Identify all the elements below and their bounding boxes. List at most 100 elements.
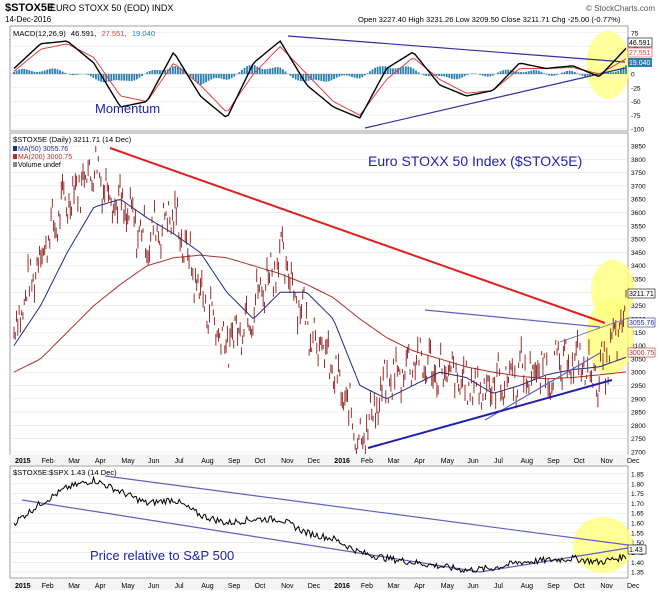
macd-line [13,40,627,119]
macd-hist-bar [105,74,108,83]
macd-hist-bar [118,74,120,81]
macd-hist-bar [555,74,558,76]
macd-hist-bar [141,74,143,76]
macd-hist-bar [571,70,574,74]
macd-hist-bar [210,74,213,80]
macd-hist-bar [517,71,520,74]
price-tag-ma200-box [627,347,656,358]
x-tick-label: Dec [308,583,321,590]
macd-hist-bar [302,74,305,82]
macd-hist-bar [59,70,61,74]
macd-hist-bar [553,74,556,76]
price-bars [13,146,627,459]
chart-symbol-name: EURO STOXX 50 (EOD) INDX [50,3,173,13]
macd-hist-bar [392,68,394,74]
macd-hist-bar [95,74,97,80]
macd-hist-bar [13,71,15,74]
x-tick-label: Mar [68,583,81,590]
x-tick-label: Oct [574,583,585,590]
macd-tick-label: 75 [631,30,639,37]
price-tag-ma50-box [627,317,656,328]
macd-hist-bar [38,71,41,74]
legend-swatch-ma50 [13,146,17,151]
price-tick-label: 2850 [631,410,646,417]
macd-hist-bar [61,71,64,74]
momentum-annotation: Momentum [95,101,160,116]
macd-hist-bar [312,74,315,80]
x-tick-label: May [441,458,455,465]
price-tag-close-box [627,288,656,299]
macd-hist-bar [438,74,440,77]
macd-hist-bar [15,70,18,74]
macd-hist-bar [271,67,274,74]
price-tick-label: 2700 [631,450,646,457]
x-tick-label: 2015 [15,583,31,590]
macd-hist-bar [264,69,266,74]
macd-hist-bar [31,71,33,74]
macd-hist-bar [504,69,507,74]
macd-hist-bar [586,74,589,77]
macd-hist-bar [69,74,72,75]
macd-hist-bar [497,72,499,74]
macd-hist-bar [607,72,609,74]
macd-hist-bar [333,74,335,80]
macd-hist-bar [251,64,254,74]
price-tick-label: 3050 [631,356,646,363]
macd-hist-bar [525,71,528,74]
macd-hist-bar [176,66,179,74]
macd-hist-bar [240,69,243,74]
ratio-tag-value: 1.43 [629,547,643,554]
legend-swatch-ma200 [13,154,17,159]
macd-hist-bar [269,68,271,74]
x-tick-label: Jul [494,458,503,465]
macd-hist-bar [399,67,402,74]
macd-hist-bar [612,72,615,74]
price-tick-label: 3400 [631,263,646,270]
macd-hist-bar [330,74,333,81]
macd-hist-bar [351,74,353,77]
macd-hist-bar [550,74,553,76]
macd-hist-bar [87,74,90,75]
macd-hist-bar [223,74,225,80]
macd-hist-bar [92,74,95,78]
macd-hist-bar [589,74,592,77]
ratio-tick-label: 1.55 [631,530,644,537]
macd-hist-bar [561,72,563,74]
x-tick-label: Oct [254,583,265,590]
macd-hist-bar [427,74,430,77]
x-tick-label: Mar [388,583,401,590]
x-tick-label: Feb [361,583,373,590]
macd-hist-bar [356,74,359,79]
macd-hist-bar [514,71,517,74]
price-tick-label: 2950 [631,383,646,390]
macd-tag-hist-box [628,58,652,67]
macd-hist-bar [363,74,366,76]
macd-hist-bar [153,69,156,74]
price-tick-label: 3850 [631,144,646,151]
macd-hist-bar [174,66,177,74]
macd-hist-bar [461,74,464,78]
ratio-gridlines [10,473,628,573]
macd-hist-bar [338,74,341,77]
ratio-legend-label: $STOX5E:$SPX 1.43 (14 Dec) [13,468,117,477]
x-tick-label: Apr [95,583,107,590]
macd-hist-bar [43,70,46,74]
macd-hist-bar [202,74,205,84]
brand-watermark: © StockCharts.com [586,4,655,13]
x-axis-band [10,454,628,465]
macd-hist-bar [123,74,126,81]
macd-hist-bar [614,71,617,74]
x-tick-label: Apr [95,458,107,465]
price-tick-label: 3700 [631,183,646,190]
price-panel [9,132,629,456]
macd-hist-bar [440,74,443,77]
macd-tag-signal: 27.551 [629,50,651,57]
x-tick-label: May [121,583,135,590]
macd-hist-bar [230,74,233,79]
blue-support-line [367,379,613,449]
x-tick-label: Jun [467,458,478,465]
macd-hist-bar [402,66,405,74]
price-tick-label: 3100 [631,343,646,350]
macd-hist-bar [128,74,131,81]
macd-hist-bar [448,74,451,78]
